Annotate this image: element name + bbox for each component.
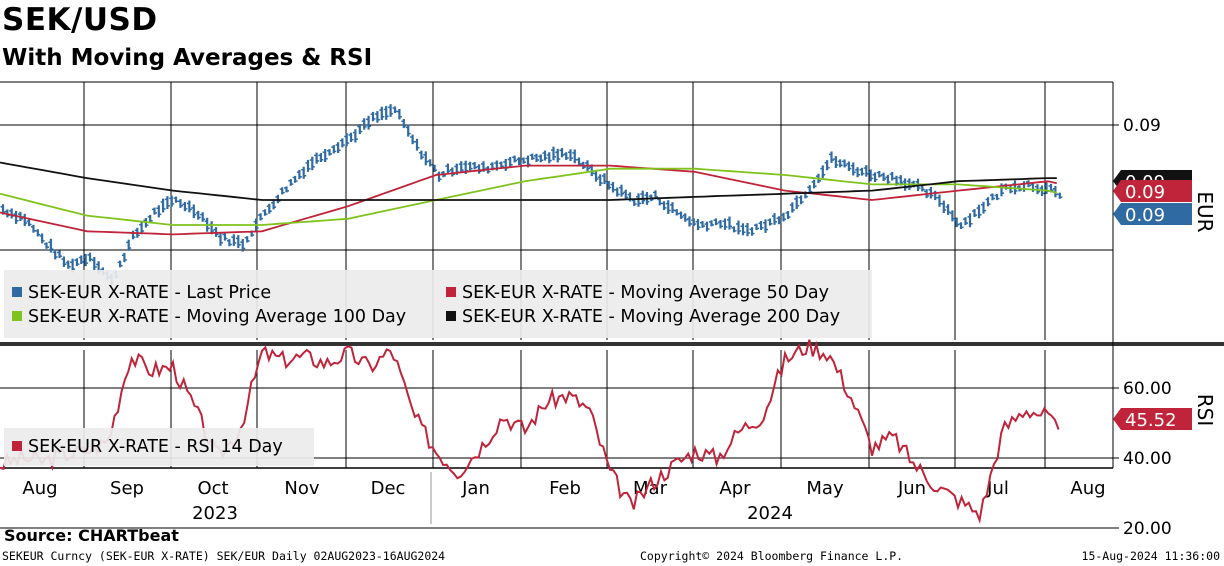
x-tick-label: Apr [719,478,751,499]
rsi-y-tick-label: 20.00 [1123,519,1172,539]
tag-rsi-label: 45.52 [1125,410,1177,431]
x-tick-label: Sep [110,478,144,499]
x-tick-label: May [806,478,844,499]
x-tick-label: Dec [371,478,406,499]
source-note: Source: CHARTbeat [4,526,179,545]
rsi-axis-title: RSI [1193,394,1217,427]
rsi-y-tick-label: 40.00 [1123,449,1172,469]
footer-timestamp: 15-Aug-2024 11:36:00 [1081,549,1220,563]
x-tick-label: Oct [197,478,228,499]
tag-last-price-label: 0.09 [1125,205,1165,226]
legend-ma200: SEK-EUR X-RATE - Moving Average 200 Day [446,307,840,327]
rsi-line [0,339,1060,524]
legend-label-ma50: SEK-EUR X-RATE - Moving Average 50 Day [462,283,829,303]
legend-last-price: SEK-EUR X-RATE - Last Price [12,283,271,303]
legend-label-ma200: SEK-EUR X-RATE - Moving Average 200 Day [462,307,841,327]
chart-subtitle: With Moving Averages & RSI [2,45,373,71]
legend-label-ma100: SEK-EUR X-RATE - Moving Average 100 Day [28,307,407,327]
rsi-legend-box [4,428,314,466]
legend-swatch-ma50 [446,287,456,297]
x-year-label: 2023 [192,503,238,524]
ma50-line [0,164,1057,236]
legend-ma50: SEK-EUR X-RATE - Moving Average 50 Day [446,283,829,303]
x-tick-label: Jul [986,478,1009,499]
legend-swatch-rsi [12,441,22,451]
legend-swatch-ma100 [12,311,22,321]
ma100-line [0,167,1058,226]
price-y-tick-label: 0.09 [1123,116,1161,136]
legend-label-last-price: SEK-EUR X-RATE - Last Price [28,283,272,303]
panel-separator [0,342,1224,346]
x-tick-label: Aug [22,478,57,499]
x-tick-label: Nov [284,478,319,499]
x-tick-label: Aug [1070,478,1105,499]
x-year-label: 2024 [747,503,793,524]
tag-rsi-bg [1113,408,1192,430]
chart-title: SEK/USD [2,2,158,38]
tag-ma50-bg [1113,180,1192,202]
price-legend-box [4,270,872,338]
footer-security-info: SEKEUR Curncy (SEK-EUR X-RATE) SEK/EUR D… [2,549,446,563]
ma200-line [0,161,1057,201]
tag-ma50-label: 0.09 [1125,182,1165,203]
x-tick-label: Jan [461,478,490,499]
rsi-y-tick-label: 60.00 [1123,379,1172,399]
x-tick-label: Jun [897,478,926,499]
x-tick-label: Feb [549,478,581,499]
legend-label-rsi: SEK-EUR X-RATE - RSI 14 Day [28,437,283,457]
tag-last-price-bg [1113,203,1192,225]
legend-swatch-last-price [12,287,22,297]
price-axis-title: EUR [1193,191,1217,232]
legend-rsi: SEK-EUR X-RATE - RSI 14 Day [12,437,283,457]
legend-swatch-ma200 [446,311,456,321]
legend-ma100: SEK-EUR X-RATE - Moving Average 100 Day [12,307,406,327]
footer-copyright: Copyright© 2024 Bloomberg Finance L.P. [640,549,904,563]
